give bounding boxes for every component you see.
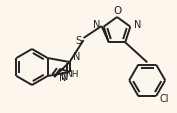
Text: N: N: [59, 72, 66, 82]
Text: O: O: [113, 6, 121, 16]
Text: NH: NH: [65, 70, 78, 79]
Text: N: N: [73, 52, 80, 61]
Text: N: N: [61, 71, 69, 81]
Text: S: S: [75, 36, 82, 46]
Text: N: N: [93, 20, 100, 29]
Text: Cl: Cl: [159, 93, 169, 103]
Text: N: N: [134, 20, 141, 29]
